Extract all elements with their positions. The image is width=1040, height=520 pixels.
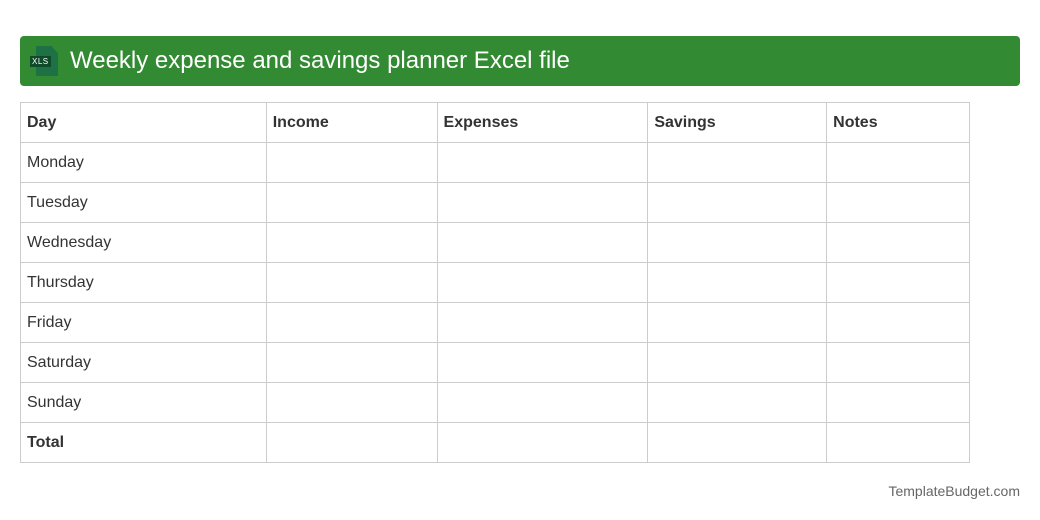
table-row: Wednesday <box>20 222 970 263</box>
table-cell[interactable] <box>265 302 438 343</box>
table-cell[interactable] <box>436 382 649 423</box>
table-cell[interactable] <box>265 382 438 423</box>
table-cell[interactable] <box>436 182 649 223</box>
table-row: Friday <box>20 302 970 343</box>
table-cell[interactable] <box>826 142 970 183</box>
table-cell[interactable] <box>265 182 438 223</box>
table-row: Tuesday <box>20 182 970 223</box>
table-cell[interactable] <box>265 422 438 463</box>
column-header: Notes <box>826 102 970 143</box>
day-cell[interactable]: Total <box>20 422 267 463</box>
table-cell[interactable] <box>826 342 970 383</box>
table-cell[interactable] <box>647 422 828 463</box>
table-cell[interactable] <box>436 422 649 463</box>
table-cell[interactable] <box>826 302 970 343</box>
day-cell[interactable]: Tuesday <box>20 182 267 223</box>
column-header: Savings <box>647 102 828 143</box>
table-cell[interactable] <box>647 222 828 263</box>
table-cell[interactable] <box>647 342 828 383</box>
page-header: XLS Weekly expense and savings planner E… <box>20 36 1020 86</box>
table-cell[interactable] <box>647 382 828 423</box>
table-cell[interactable] <box>265 342 438 383</box>
column-header: Income <box>265 102 438 143</box>
header-row: Day Income Expenses Savings Notes <box>20 102 970 143</box>
day-cell[interactable]: Monday <box>20 142 267 183</box>
table-row: Saturday <box>20 342 970 383</box>
table-cell[interactable] <box>436 302 649 343</box>
footer-brand: TemplateBudget.com <box>888 483 1020 499</box>
table-cell[interactable] <box>647 142 828 183</box>
table-cell[interactable] <box>826 222 970 263</box>
table-cell[interactable] <box>826 382 970 423</box>
column-header: Expenses <box>436 102 649 143</box>
xls-file-icon: XLS <box>30 46 58 76</box>
day-cell[interactable]: Friday <box>20 302 267 343</box>
table-cell[interactable] <box>826 422 970 463</box>
table-cell[interactable] <box>647 262 828 303</box>
table-cell[interactable] <box>647 182 828 223</box>
table-row: Total <box>20 422 970 463</box>
table-cell[interactable] <box>647 302 828 343</box>
table-row: Sunday <box>20 382 970 423</box>
table-cell[interactable] <box>265 222 438 263</box>
table-cell[interactable] <box>436 222 649 263</box>
table-cell[interactable] <box>826 182 970 223</box>
table-cell[interactable] <box>436 342 649 383</box>
table-row: Monday <box>20 142 970 183</box>
page-title: Weekly expense and savings planner Excel… <box>70 47 570 74</box>
planner-table: Day Income Expenses Savings Notes Monday Tues… <box>20 102 970 463</box>
table-row: Thursday <box>20 262 970 303</box>
table-cell[interactable] <box>436 142 649 183</box>
table-cell[interactable] <box>826 262 970 303</box>
column-header: Day <box>20 102 267 143</box>
table-cell[interactable] <box>436 262 649 303</box>
day-cell[interactable]: Wednesday <box>20 222 267 263</box>
day-cell[interactable]: Thursday <box>20 262 267 303</box>
day-cell[interactable]: Sunday <box>20 382 267 423</box>
day-cell[interactable]: Saturday <box>20 342 267 383</box>
table-cell[interactable] <box>265 142 438 183</box>
table-cell[interactable] <box>265 262 438 303</box>
